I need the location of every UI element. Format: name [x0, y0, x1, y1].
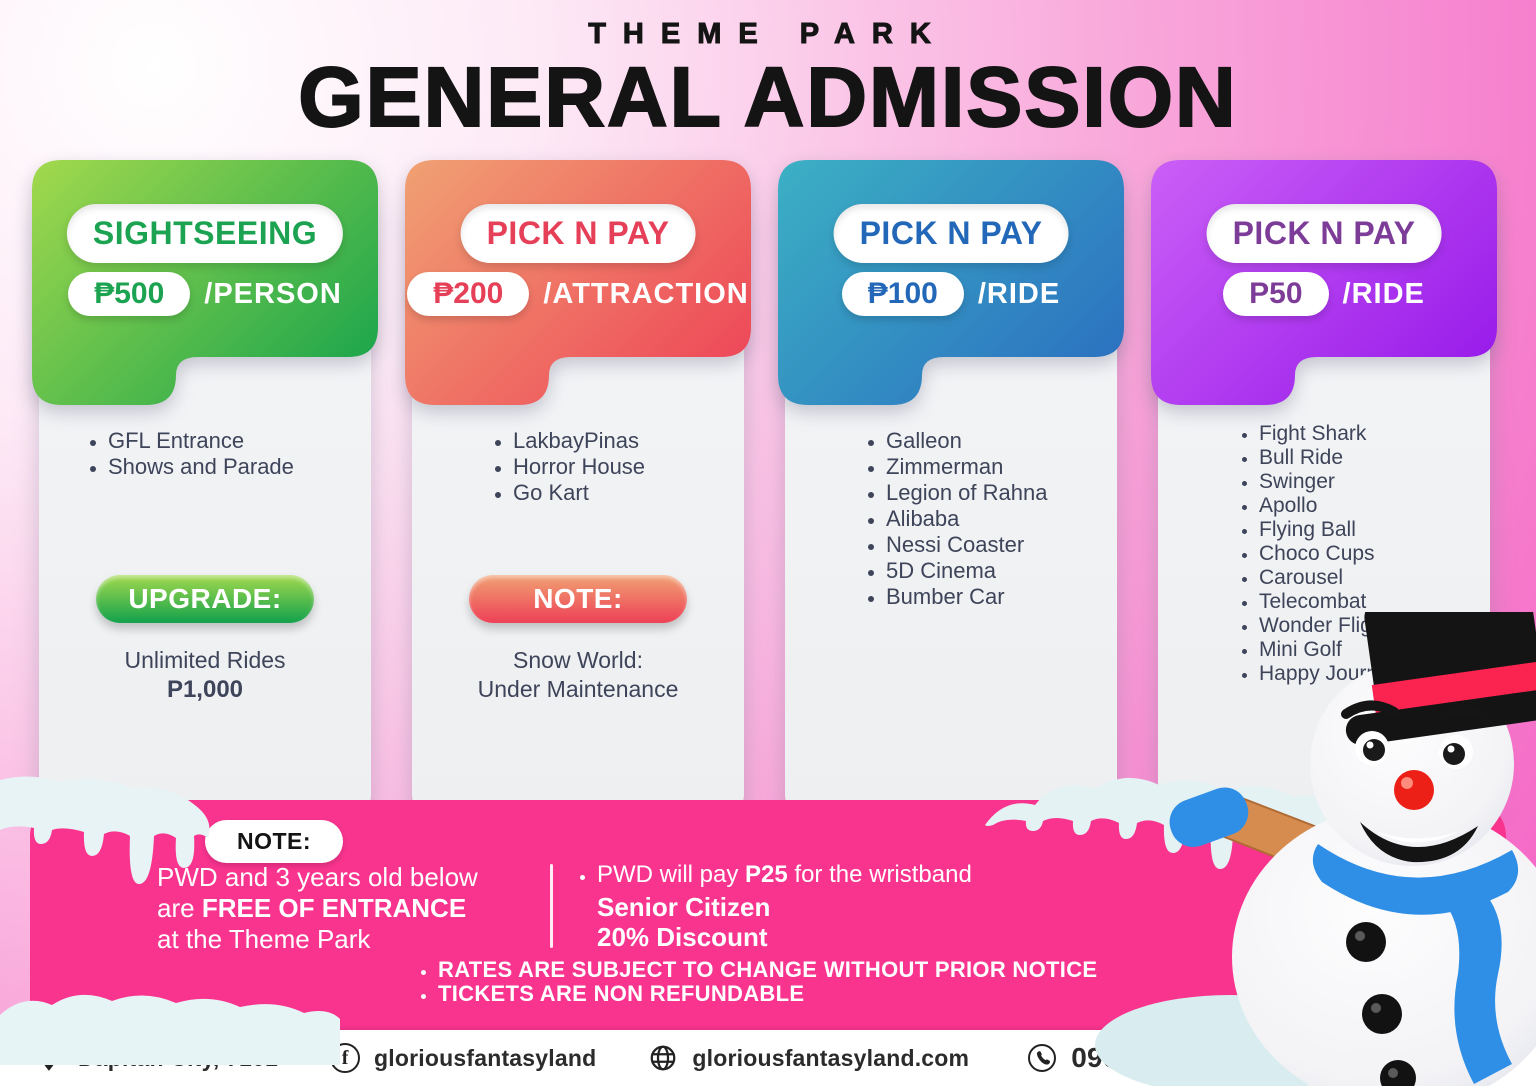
footnote-price: P1,000 — [166, 676, 244, 703]
phone-icon — [1028, 1044, 1057, 1072]
list-item: Alibaba — [886, 506, 1118, 532]
snowman-eyebrow — [1341, 700, 1399, 719]
list-item: Fight Shark — [1259, 422, 1491, 446]
snow-drift-right — [985, 777, 1345, 869]
website-text: gloriousfantasyland.com — [692, 1044, 970, 1071]
snowman-mitten — [1169, 787, 1249, 848]
feature-list: LakbayPinas Horror House Go Kart — [493, 428, 745, 506]
list-item: Horror House — [513, 454, 745, 480]
disclaimer-item: TICKETS ARE NON REFUNDABLE — [438, 982, 1097, 1006]
snowman-mascot — [1169, 612, 1536, 1086]
price-unit: /RIDE — [1342, 277, 1425, 310]
pwd-wristband-note: PWD will pay P25 for the wristband — [575, 860, 972, 890]
note-line: PWD will pay P25 for the wristband — [597, 860, 972, 890]
snowman-eye — [1363, 739, 1385, 761]
snowman-scarf — [1312, 844, 1519, 915]
note-line: at the Theme Park — [157, 924, 371, 954]
card-pick-n-pay-50: PICK N PAY P50 /RIDE Fight Shark Bull Ri… — [1151, 160, 1497, 820]
card-name-pill: PICK N PAY — [833, 204, 1069, 263]
list-item: Go Kart — [513, 480, 745, 506]
list-item: Zimmerman — [886, 454, 1118, 480]
price-row: ₱100 /RIDE — [778, 272, 1124, 316]
upgrade-badge: UPGRADE: — [96, 575, 314, 623]
price-row: ₱500 /PERSON — [32, 272, 378, 316]
card-name-pill: PICK N PAY — [460, 204, 696, 263]
note-line: PWD and 3 years old below — [157, 862, 478, 892]
title-kicker: THEME PARK — [588, 18, 948, 51]
list-item: Telecombat — [1259, 590, 1491, 614]
snowman-nose — [1394, 770, 1434, 810]
globe-icon — [651, 1045, 676, 1071]
card-name-pill: SIGHTSEEING — [66, 204, 344, 263]
list-item: Nessi Coaster — [886, 532, 1118, 558]
facebook-handle: gloriousfantasyland — [374, 1044, 597, 1071]
card-sightseeing: SIGHTSEEING ₱500 /PERSON GFL Entrance Sh… — [32, 160, 378, 820]
snow-drift-left — [0, 776, 210, 884]
card-footnote: Unlimited Rides P1,000 — [32, 646, 378, 704]
free-entrance-text: FREE OF ENTRANCE — [201, 893, 467, 923]
price-unit: /ATTRACTION — [543, 277, 749, 310]
senior-discount-note: Senior Citizen 20% Discount — [597, 892, 972, 952]
list-item: Bumber Car — [886, 584, 1118, 610]
page-title: GENERAL ADMISSION — [297, 50, 1238, 144]
list-item: Shows and Parade — [108, 454, 372, 480]
note-line: are FREE OF ENTRANCE — [157, 893, 467, 923]
price-row: ₱200 /ATTRACTION — [405, 272, 751, 316]
p25-text: P25 — [745, 861, 788, 888]
note-right-text: PWD will pay P25 for the wristband Senio… — [575, 860, 972, 952]
note-left-text: PWD and 3 years old below are FREE OF EN… — [157, 862, 478, 955]
note-badge: NOTE: — [469, 575, 687, 623]
list-item: Carousel — [1259, 566, 1491, 590]
snowman-eye — [1443, 743, 1465, 765]
price-pill: ₱200 — [407, 272, 530, 316]
list-item: Galleon — [886, 428, 1118, 454]
price-pill: ₱500 — [68, 272, 191, 316]
disclaimer-list: RATES ARE SUBJECT TO CHANGE WITHOUT PRIO… — [418, 958, 1097, 1006]
footer-facebook: f gloriousfantasyland — [330, 1043, 596, 1073]
list-item: 5D Cinema — [886, 558, 1118, 584]
price-pill: ₱100 — [841, 272, 964, 316]
snowman-mouth — [1360, 822, 1478, 863]
list-item: Apollo — [1259, 494, 1491, 518]
card-name-pill: PICK N PAY — [1206, 204, 1442, 263]
feature-list: Fight Shark Bull Ride Swinger Apollo Fly… — [1239, 422, 1491, 686]
divider — [550, 864, 553, 948]
card-pick-n-pay-100: PICK N PAY ₱100 /RIDE Galleon Zimmerman … — [778, 160, 1124, 820]
snowman-button — [1346, 922, 1386, 962]
list-item: GFL Entrance — [108, 428, 372, 454]
note-line: 20% Discount — [597, 922, 768, 952]
snow-mound-bottom-left — [0, 994, 340, 1065]
note-line: Senior Citizen — [597, 892, 771, 922]
snowman-button — [1380, 1060, 1416, 1086]
footnote-line: Snow World: — [513, 647, 643, 673]
price-unit: /PERSON — [204, 277, 342, 310]
snowman-scarf-tail — [1442, 880, 1512, 1084]
list-item: Wonder Flight — [1259, 614, 1491, 638]
top-hat — [1345, 612, 1536, 746]
list-item: Bull Ride — [1259, 446, 1491, 470]
note-pill: NOTE: — [205, 820, 344, 863]
footnote-line: Under Maintenance — [477, 676, 679, 702]
title-block: THEME PARK GENERAL ADMISSION — [0, 18, 1536, 144]
list-item: Mini Golf — [1259, 638, 1491, 662]
list-item: Choco Cups — [1259, 542, 1491, 566]
footnote-line: Unlimited Rides — [124, 647, 286, 673]
card-footnote: Snow World: Under Maintenance — [405, 646, 751, 704]
list-item: Legion of Rahna — [886, 480, 1118, 506]
list-item: LakbayPinas — [513, 428, 745, 454]
list-item: Flying Ball — [1259, 518, 1491, 542]
feature-list: GFL Entrance Shows and Parade — [88, 428, 372, 480]
price-pill: P50 — [1223, 272, 1329, 316]
footer-website: gloriousfantasyland.com — [648, 1043, 969, 1073]
snowman-button — [1362, 994, 1402, 1034]
list-item: Swinger — [1259, 470, 1491, 494]
disclaimer-item: RATES ARE SUBJECT TO CHANGE WITHOUT PRIO… — [438, 958, 1097, 982]
card-pick-n-pay-200: PICK N PAY ₱200 /ATTRACTION LakbayPinas … — [405, 160, 751, 820]
feature-list: Galleon Zimmerman Legion of Rahna Alibab… — [866, 428, 1118, 610]
price-row: P50 /RIDE — [1151, 272, 1497, 316]
price-unit: /RIDE — [977, 277, 1061, 310]
snowman-eyebrow — [1437, 705, 1495, 725]
